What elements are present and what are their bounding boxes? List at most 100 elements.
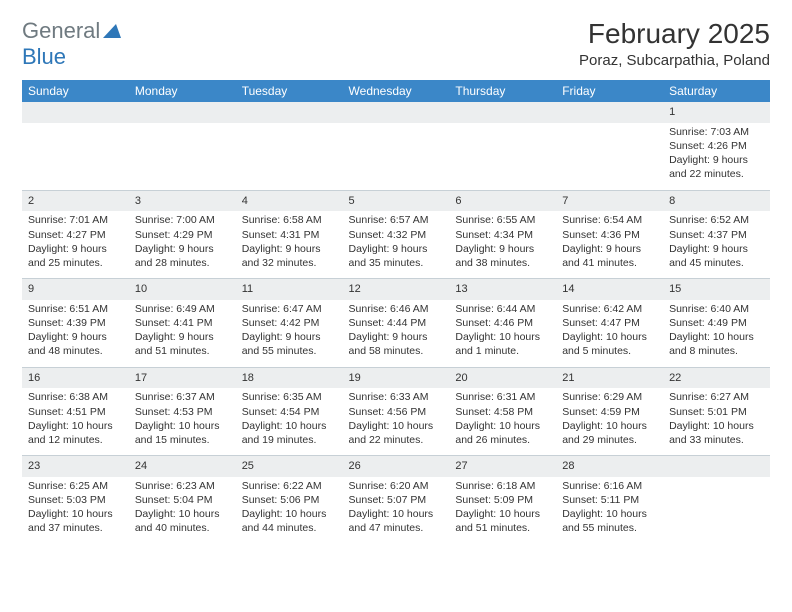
- brand-part2: Blue: [22, 44, 66, 69]
- brand-logo: General Blue: [22, 18, 121, 70]
- day-details-cell: Sunrise: 6:58 AM Sunset: 4:31 PM Dayligh…: [236, 211, 343, 278]
- day-details-cell: Sunrise: 6:31 AM Sunset: 4:58 PM Dayligh…: [449, 388, 556, 455]
- day-number-cell: 12: [343, 279, 450, 300]
- day-number-cell: [663, 456, 770, 477]
- day-details-cell: Sunrise: 6:35 AM Sunset: 4:54 PM Dayligh…: [236, 388, 343, 455]
- day-details-cell: Sunrise: 6:16 AM Sunset: 5:11 PM Dayligh…: [556, 477, 663, 544]
- day-number-cell: 27: [449, 456, 556, 477]
- header: General Blue February 2025 Poraz, Subcar…: [22, 18, 770, 70]
- day-number-cell: 5: [343, 190, 450, 211]
- day-number-row: 232425262728: [22, 456, 770, 477]
- day-details-cell: Sunrise: 6:51 AM Sunset: 4:39 PM Dayligh…: [22, 300, 129, 367]
- day-details-cell: Sunrise: 6:40 AM Sunset: 4:49 PM Dayligh…: [663, 300, 770, 367]
- day-number-cell: 13: [449, 279, 556, 300]
- weekday-header: Wednesday: [343, 80, 450, 102]
- day-details-cell: [129, 123, 236, 190]
- weekday-header: Friday: [556, 80, 663, 102]
- day-number-row: 16171819202122: [22, 367, 770, 388]
- day-number-cell: [129, 102, 236, 123]
- day-details-cell: Sunrise: 6:55 AM Sunset: 4:34 PM Dayligh…: [449, 211, 556, 278]
- day-number-cell: 20: [449, 367, 556, 388]
- day-details-row: Sunrise: 7:01 AM Sunset: 4:27 PM Dayligh…: [22, 211, 770, 278]
- day-number-cell: [449, 102, 556, 123]
- month-title: February 2025: [579, 18, 770, 50]
- day-details-cell: [22, 123, 129, 190]
- weekday-header: Sunday: [22, 80, 129, 102]
- day-number-cell: 9: [22, 279, 129, 300]
- day-details-cell: Sunrise: 6:25 AM Sunset: 5:03 PM Dayligh…: [22, 477, 129, 544]
- day-details-cell: Sunrise: 6:27 AM Sunset: 5:01 PM Dayligh…: [663, 388, 770, 455]
- logo-text: General Blue: [22, 18, 121, 70]
- day-details-row: Sunrise: 6:38 AM Sunset: 4:51 PM Dayligh…: [22, 388, 770, 455]
- day-number-cell: 17: [129, 367, 236, 388]
- location-label: Poraz, Subcarpathia, Poland: [579, 52, 770, 69]
- day-details-cell: Sunrise: 6:54 AM Sunset: 4:36 PM Dayligh…: [556, 211, 663, 278]
- day-details-cell: Sunrise: 6:29 AM Sunset: 4:59 PM Dayligh…: [556, 388, 663, 455]
- title-block: February 2025 Poraz, Subcarpathia, Polan…: [579, 18, 770, 69]
- day-number-cell: 22: [663, 367, 770, 388]
- day-details-cell: Sunrise: 6:46 AM Sunset: 4:44 PM Dayligh…: [343, 300, 450, 367]
- weekday-header: Tuesday: [236, 80, 343, 102]
- day-details-cell: [556, 123, 663, 190]
- weekday-header: Monday: [129, 80, 236, 102]
- day-number-cell: 7: [556, 190, 663, 211]
- calendar-table: Sunday Monday Tuesday Wednesday Thursday…: [22, 80, 770, 544]
- day-number-cell: 6: [449, 190, 556, 211]
- day-number-row: 9101112131415: [22, 279, 770, 300]
- day-details-cell: Sunrise: 7:03 AM Sunset: 4:26 PM Dayligh…: [663, 123, 770, 190]
- day-details-cell: Sunrise: 7:01 AM Sunset: 4:27 PM Dayligh…: [22, 211, 129, 278]
- day-number-cell: 15: [663, 279, 770, 300]
- day-details-cell: [663, 477, 770, 544]
- weekday-header-row: Sunday Monday Tuesday Wednesday Thursday…: [22, 80, 770, 102]
- day-number-cell: 23: [22, 456, 129, 477]
- day-number-cell: 18: [236, 367, 343, 388]
- day-number-cell: [22, 102, 129, 123]
- day-details-cell: Sunrise: 6:22 AM Sunset: 5:06 PM Dayligh…: [236, 477, 343, 544]
- weekday-header: Thursday: [449, 80, 556, 102]
- day-details-cell: Sunrise: 6:33 AM Sunset: 4:56 PM Dayligh…: [343, 388, 450, 455]
- day-number-row: 1: [22, 102, 770, 123]
- day-details-cell: Sunrise: 6:57 AM Sunset: 4:32 PM Dayligh…: [343, 211, 450, 278]
- day-number-cell: 28: [556, 456, 663, 477]
- day-number-row: 2345678: [22, 190, 770, 211]
- day-number-cell: 11: [236, 279, 343, 300]
- day-number-cell: 10: [129, 279, 236, 300]
- day-number-cell: 3: [129, 190, 236, 211]
- day-details-row: Sunrise: 6:51 AM Sunset: 4:39 PM Dayligh…: [22, 300, 770, 367]
- calendar-body: 1Sunrise: 7:03 AM Sunset: 4:26 PM Daylig…: [22, 102, 770, 544]
- day-number-cell: [556, 102, 663, 123]
- day-details-cell: [449, 123, 556, 190]
- day-details-cell: Sunrise: 6:52 AM Sunset: 4:37 PM Dayligh…: [663, 211, 770, 278]
- day-details-cell: Sunrise: 6:44 AM Sunset: 4:46 PM Dayligh…: [449, 300, 556, 367]
- day-details-cell: Sunrise: 6:42 AM Sunset: 4:47 PM Dayligh…: [556, 300, 663, 367]
- day-number-cell: 4: [236, 190, 343, 211]
- day-details-row: Sunrise: 7:03 AM Sunset: 4:26 PM Dayligh…: [22, 123, 770, 190]
- triangle-icon: [103, 24, 121, 38]
- day-details-row: Sunrise: 6:25 AM Sunset: 5:03 PM Dayligh…: [22, 477, 770, 544]
- day-number-cell: 2: [22, 190, 129, 211]
- day-number-cell: 26: [343, 456, 450, 477]
- day-number-cell: 25: [236, 456, 343, 477]
- day-details-cell: Sunrise: 6:23 AM Sunset: 5:04 PM Dayligh…: [129, 477, 236, 544]
- day-details-cell: [343, 123, 450, 190]
- day-details-cell: Sunrise: 6:47 AM Sunset: 4:42 PM Dayligh…: [236, 300, 343, 367]
- day-number-cell: 14: [556, 279, 663, 300]
- day-details-cell: Sunrise: 6:38 AM Sunset: 4:51 PM Dayligh…: [22, 388, 129, 455]
- day-number-cell: 16: [22, 367, 129, 388]
- calendar-page: General Blue February 2025 Poraz, Subcar…: [0, 0, 792, 562]
- day-number-cell: 8: [663, 190, 770, 211]
- day-details-cell: Sunrise: 6:37 AM Sunset: 4:53 PM Dayligh…: [129, 388, 236, 455]
- day-number-cell: [343, 102, 450, 123]
- day-number-cell: [236, 102, 343, 123]
- day-details-cell: Sunrise: 6:20 AM Sunset: 5:07 PM Dayligh…: [343, 477, 450, 544]
- day-number-cell: 21: [556, 367, 663, 388]
- day-details-cell: [236, 123, 343, 190]
- day-details-cell: Sunrise: 6:18 AM Sunset: 5:09 PM Dayligh…: [449, 477, 556, 544]
- brand-part1: General: [22, 18, 100, 43]
- day-number-cell: 24: [129, 456, 236, 477]
- day-number-cell: 19: [343, 367, 450, 388]
- day-number-cell: 1: [663, 102, 770, 123]
- day-details-cell: Sunrise: 6:49 AM Sunset: 4:41 PM Dayligh…: [129, 300, 236, 367]
- day-details-cell: Sunrise: 7:00 AM Sunset: 4:29 PM Dayligh…: [129, 211, 236, 278]
- weekday-header: Saturday: [663, 80, 770, 102]
